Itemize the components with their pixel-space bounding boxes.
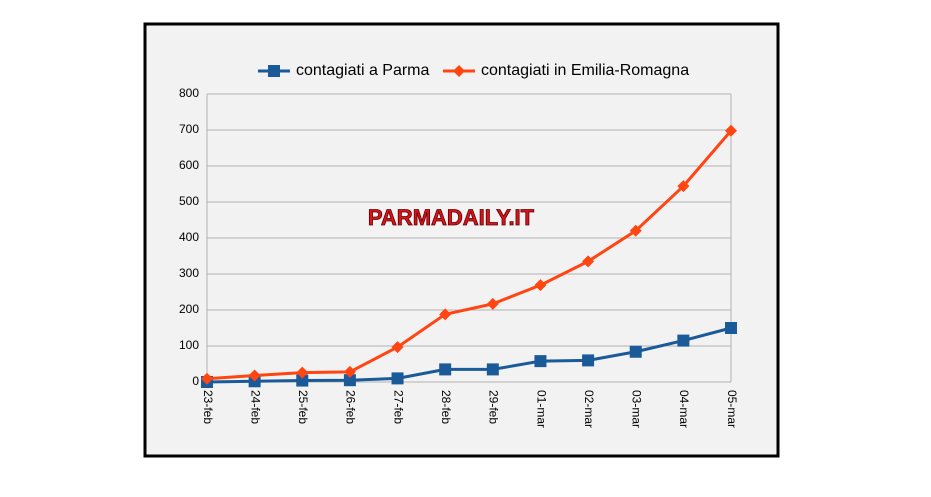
x-tick-label: 05-mar [725,390,739,428]
data-point [343,374,356,387]
x-tick-label: 02-mar [582,390,596,428]
y-tick-label: 500 [179,194,199,208]
data-point [486,297,499,310]
y-tick-label: 600 [179,158,199,172]
data-point [248,369,261,382]
data-point [725,124,737,137]
data-point [391,372,404,385]
data-point [582,354,595,367]
y-tick-label: 700 [179,122,199,136]
x-tick-label: 03-mar [630,390,644,428]
data-point [201,372,213,385]
legend-label: contagiati in Emilia-Romagna [481,62,689,79]
legend-label: contagiati a Parma [296,62,430,79]
data-point [629,224,642,237]
y-tick-label: 400 [179,230,199,244]
data-point [343,365,356,378]
data-point [534,279,547,292]
data-point [296,374,309,387]
x-tick-label: 28-feb [439,390,453,424]
x-tick-label: 01-mar [534,390,548,428]
series-line [206,129,733,381]
data-point [629,345,642,358]
y-tick-label: 100 [179,338,199,352]
x-tick-label: 24-feb [248,390,262,424]
data-point [439,363,452,376]
data-point [534,355,547,368]
data-point [582,255,595,268]
legend-marker [453,65,465,77]
x-tick-label: 29-feb [487,390,501,424]
data-point [677,180,690,193]
y-tick-label: 0 [192,374,199,388]
y-tick-label: 800 [179,86,199,100]
series-line [206,326,732,384]
data-point [439,308,452,321]
data-point [391,341,404,354]
legend-marker [268,65,280,77]
x-tick-label: 25-feb [296,390,310,424]
data-point [486,363,499,376]
y-tick-label: 300 [179,266,199,280]
data-point [725,322,737,334]
watermark: PARMADAILY.IT [368,205,535,230]
data-point [677,334,690,347]
x-tick-label: 26-feb [344,390,358,424]
y-tick-label: 200 [179,302,199,316]
x-tick-label: 27-feb [391,390,405,424]
data-point [296,366,309,379]
x-tick-label: 23-feb [201,390,215,424]
x-tick-label: 04-mar [677,390,691,428]
